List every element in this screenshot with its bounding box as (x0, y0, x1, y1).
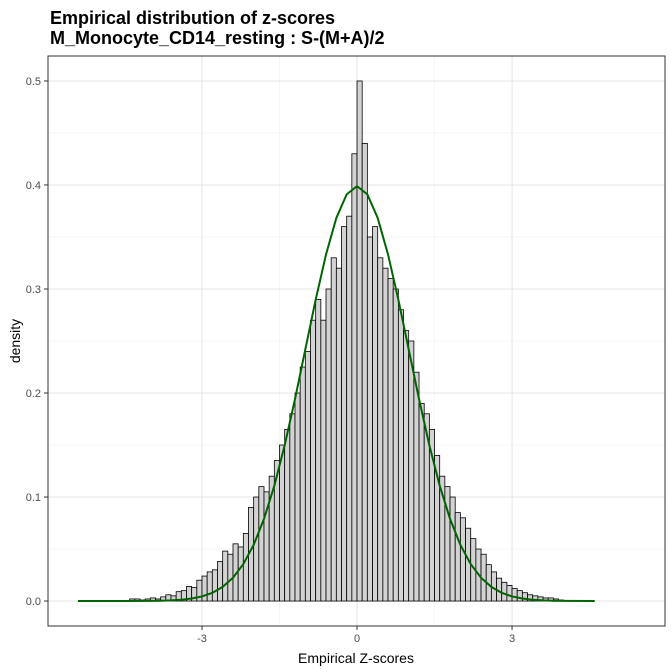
density-curve (77, 184, 595, 603)
bar (258, 486, 265, 602)
bar (454, 512, 461, 602)
bar (289, 413, 296, 602)
bar (449, 496, 456, 602)
x-axis-label: Empirical Z-scores (298, 650, 414, 666)
bar (516, 590, 523, 602)
y-axis-label: density (7, 319, 23, 363)
bar (304, 351, 311, 602)
y-tick-label: 0.0 (26, 596, 41, 608)
bar (201, 575, 208, 602)
bar (346, 215, 353, 602)
y-tick-label: 0.4 (26, 180, 41, 192)
bar (299, 366, 306, 602)
bar (253, 496, 260, 602)
bar (237, 546, 244, 602)
bar (377, 257, 384, 602)
bar (279, 444, 286, 602)
bar (310, 319, 317, 602)
plot-border (47, 55, 666, 627)
bar (382, 267, 389, 602)
bar (392, 288, 399, 602)
bar (387, 278, 394, 602)
bar (501, 581, 508, 602)
bar (294, 392, 301, 602)
bar (335, 267, 342, 602)
bar (222, 550, 229, 602)
bar (325, 288, 332, 602)
bar (351, 153, 358, 602)
bar (413, 371, 420, 602)
bar (459, 517, 466, 602)
bar (408, 340, 415, 602)
y-tick-label: 0.2 (26, 388, 41, 400)
bar (361, 142, 368, 602)
bar (506, 585, 513, 602)
x-tick-label: 3 (509, 633, 515, 645)
bar (397, 309, 404, 602)
chart-title: Empirical distribution of z-scores (50, 8, 335, 28)
bar (511, 588, 518, 602)
x-tick-label: 0 (354, 633, 360, 645)
bar (320, 319, 327, 602)
x-tick-label: -3 (197, 633, 207, 645)
y-tick-label: 0.3 (26, 284, 41, 296)
bar (242, 533, 249, 602)
chart-subtitle: M_Monocyte_CD14_resting : S-(M+A)/2 (50, 28, 385, 48)
bar (403, 330, 410, 602)
y-tick-label: 0.5 (26, 76, 41, 88)
bar (330, 257, 337, 602)
bar (418, 403, 425, 602)
bar (341, 226, 348, 602)
bar (206, 571, 213, 602)
bar (284, 429, 291, 602)
bar (217, 561, 224, 602)
bar (356, 80, 363, 602)
y-tick-label: 0.1 (26, 492, 41, 504)
bar (372, 226, 379, 602)
bar (211, 569, 218, 602)
bar (366, 236, 373, 602)
bar (315, 298, 322, 602)
